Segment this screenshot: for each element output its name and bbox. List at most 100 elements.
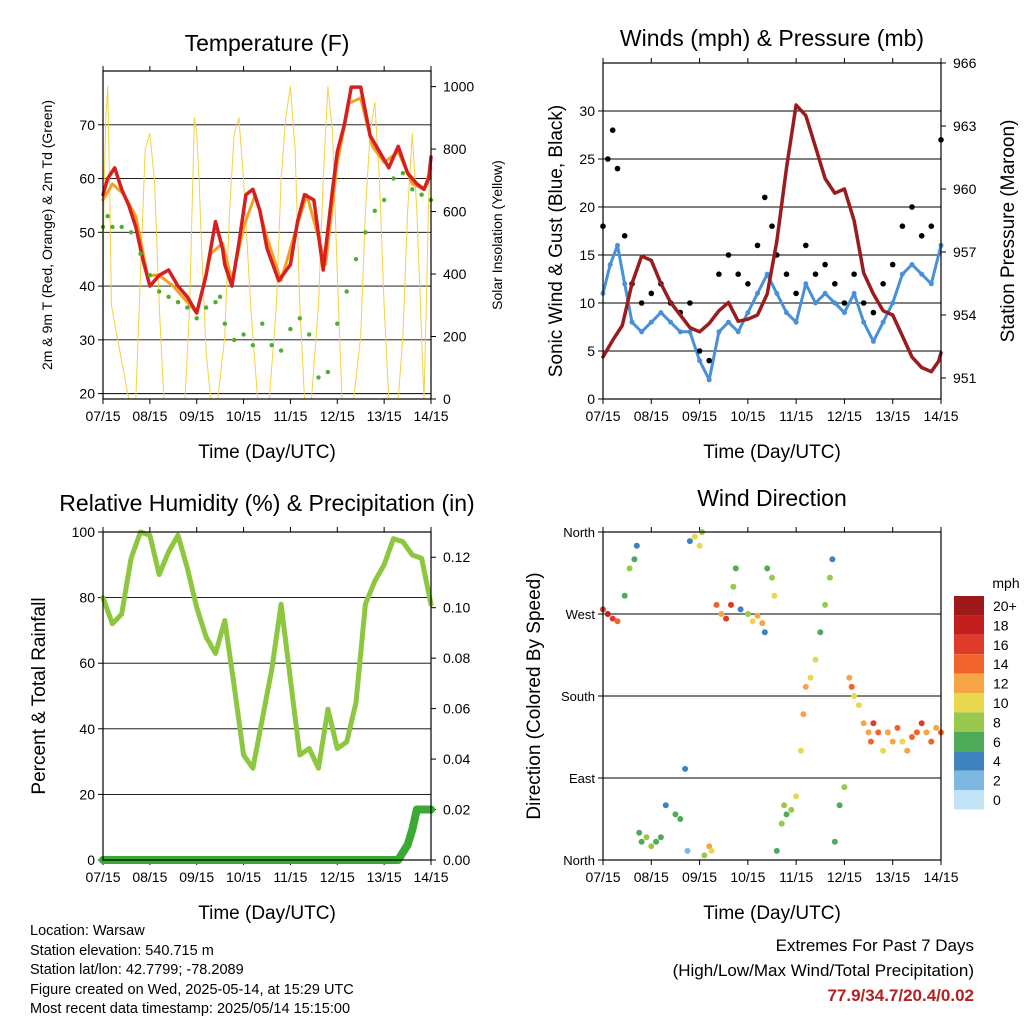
gust-point	[928, 223, 935, 229]
gust-point	[605, 156, 611, 162]
wind-direction-point	[723, 615, 730, 622]
wind-direction-point	[662, 802, 669, 809]
wind-direction-point	[884, 729, 891, 736]
gust-point	[822, 261, 828, 268]
gust-point	[696, 348, 703, 354]
wind-direction-point	[831, 838, 838, 845]
wind-direction-point	[875, 729, 882, 736]
wind-direction-point	[899, 738, 906, 745]
ytick-label: 50	[79, 224, 95, 240]
colorbar-swatch	[954, 790, 984, 810]
colorbar-swatch	[954, 673, 984, 693]
wind-direction-point	[718, 611, 725, 617]
colorbar-swatch	[954, 596, 984, 616]
chart-title: Winds (mph) & Pressure (mb)	[620, 25, 924, 51]
xtick-label: 07/15	[585, 408, 620, 424]
gust-point	[851, 271, 857, 278]
xtick-label: 09/15	[179, 869, 214, 885]
temp-2m-line	[101, 85, 433, 315]
dewpoint-point	[307, 332, 312, 337]
xtick-label: 09/15	[682, 869, 717, 885]
wind-direction-point	[653, 838, 660, 845]
sonic-wind-point	[774, 290, 780, 296]
sonic-wind-point	[668, 319, 674, 325]
sonic-wind-point	[870, 338, 876, 344]
colorbar-swatch	[954, 751, 984, 771]
station-pressure-line	[601, 103, 943, 374]
wind-direction-point	[696, 542, 703, 549]
ytick-right-label: 966	[953, 55, 977, 71]
sonic-wind-point	[755, 290, 760, 296]
sonic-wind-point	[687, 329, 693, 335]
gust-point	[880, 281, 886, 287]
ytick-label: 5	[587, 343, 595, 359]
wind-direction-point	[730, 583, 737, 590]
ytick-label: 20	[79, 786, 95, 802]
sonic-wind-point	[677, 329, 683, 335]
ytick-right-label: 963	[953, 118, 977, 134]
gust-point	[860, 300, 867, 306]
ytick-right-label: 0.10	[443, 600, 470, 616]
gust-point	[793, 290, 799, 297]
dewpoint-point	[391, 176, 396, 181]
ytick-label: 20	[79, 386, 95, 402]
colorbar-swatch	[954, 634, 984, 655]
dewpoint-point	[250, 343, 256, 348]
wind-direction-point	[604, 611, 611, 617]
sonic-wind-point	[851, 290, 857, 296]
xtick-label: 08/15	[634, 408, 669, 424]
wind-direction-point	[621, 592, 628, 599]
sonic-wind-point	[607, 262, 613, 268]
ytick-label: West	[566, 607, 596, 622]
ytick-label: East	[569, 771, 595, 786]
wind-direction-point	[761, 629, 768, 636]
wind-direction-point	[904, 747, 911, 754]
colorbar-swatch	[954, 693, 984, 713]
dewpoint-point	[147, 273, 153, 278]
dewpoint-point	[363, 230, 368, 235]
dewpoint-point	[185, 305, 190, 310]
panel-1: 0 5 10 15 20 25 30 951 954 957 960 963 966 07/15 08/15…	[546, 25, 1019, 463]
xtick-label: 13/15	[367, 408, 402, 424]
wind-direction-point	[918, 720, 925, 727]
xtick-label: 13/15	[875, 408, 910, 424]
dewpoint-point	[119, 224, 124, 230]
ytick-label: 20	[579, 199, 595, 215]
station-latlon: Station lat/lon: 42.7799; -78.2089	[30, 962, 244, 978]
ytick-right-label: 600	[443, 204, 467, 220]
xtick-label: 12/15	[320, 408, 355, 424]
xtick-label: 12/15	[827, 408, 862, 424]
x-axis-label: Time (Day/UTC)	[703, 903, 841, 924]
ytick-label: 80	[79, 590, 95, 606]
dewpoint-point	[260, 321, 265, 326]
colorbar: mph 20+ 18 16 14 12 10 8 6 4 2 0	[954, 575, 1020, 810]
gust-point	[803, 242, 809, 249]
dewpoint-point	[110, 224, 115, 230]
ytick-right-label: 0.12	[443, 549, 470, 565]
wind-direction-point	[638, 838, 645, 845]
ytick-right-label: 0.06	[443, 701, 470, 717]
sonic-wind-point	[919, 271, 925, 277]
ytick-label: 0	[587, 391, 595, 407]
ytick-label: 40	[79, 721, 95, 737]
gust-point	[870, 309, 877, 316]
xtick-label: 11/15	[779, 408, 813, 424]
dewpoint-point	[222, 321, 227, 326]
y-axis-right-label: Station Pressure (Maroon)	[998, 120, 1019, 343]
wind-direction-point	[848, 683, 855, 690]
latest-timestamp: Most recent data timestamp: 2025/05/14 1…	[30, 1001, 351, 1017]
wind-direction-point	[686, 538, 693, 545]
ytick-right-label: 400	[443, 266, 467, 282]
wind-direction-point	[928, 738, 935, 745]
extremes-subtitle: (High/Low/Max Wind/Total Precipitation)	[672, 961, 974, 980]
ytick-right-label: 0.00	[443, 852, 470, 868]
wind-direction-point	[609, 615, 616, 622]
xtick-label: 14/15	[923, 869, 958, 885]
chart-title: Relative Humidity (%) & Precipitation (i…	[59, 490, 474, 516]
wind-direction-point	[802, 683, 809, 690]
wind-direction-point	[759, 620, 766, 627]
sonic-wind-point	[726, 319, 731, 325]
figure-created: Figure created on Wed, 2025-05-14, at 15…	[30, 981, 354, 998]
